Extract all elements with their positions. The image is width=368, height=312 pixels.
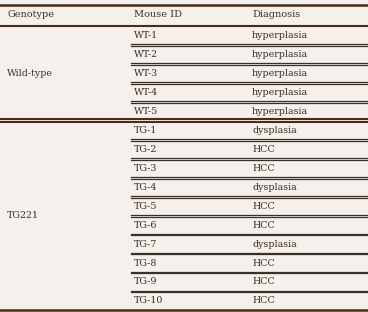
Text: WT-5: WT-5 xyxy=(134,107,159,116)
Text: HCC: HCC xyxy=(252,259,275,267)
Text: Genotype: Genotype xyxy=(7,10,54,19)
Text: TG-5: TG-5 xyxy=(134,202,158,211)
Text: hyperplasia: hyperplasia xyxy=(252,69,308,78)
Text: hyperplasia: hyperplasia xyxy=(252,88,308,97)
Text: HCC: HCC xyxy=(252,221,275,230)
Text: TG-8: TG-8 xyxy=(134,259,158,267)
Text: dysplasia: dysplasia xyxy=(252,183,297,192)
Text: hyperplasia: hyperplasia xyxy=(252,107,308,116)
Text: Mouse ID: Mouse ID xyxy=(134,10,182,19)
Text: TG-2: TG-2 xyxy=(134,145,158,154)
Text: TG221: TG221 xyxy=(7,211,39,220)
Text: WT-4: WT-4 xyxy=(134,88,159,97)
Text: hyperplasia: hyperplasia xyxy=(252,50,308,59)
Text: HCC: HCC xyxy=(252,277,275,286)
Text: TG-10: TG-10 xyxy=(134,296,164,305)
Text: HCC: HCC xyxy=(252,202,275,211)
Text: WT-3: WT-3 xyxy=(134,69,159,78)
Text: TG-1: TG-1 xyxy=(134,126,158,135)
Text: Diagnosis: Diagnosis xyxy=(252,10,300,19)
Text: TG-4: TG-4 xyxy=(134,183,158,192)
Text: dysplasia: dysplasia xyxy=(252,240,297,249)
Text: dysplasia: dysplasia xyxy=(252,126,297,135)
Text: HCC: HCC xyxy=(252,164,275,173)
Text: HCC: HCC xyxy=(252,145,275,154)
Text: TG-6: TG-6 xyxy=(134,221,158,230)
Text: HCC: HCC xyxy=(252,296,275,305)
Text: TG-7: TG-7 xyxy=(134,240,158,249)
Text: WT-1: WT-1 xyxy=(134,31,159,40)
Text: TG-3: TG-3 xyxy=(134,164,158,173)
Text: TG-9: TG-9 xyxy=(134,277,158,286)
Text: hyperplasia: hyperplasia xyxy=(252,31,308,40)
Text: Wild-type: Wild-type xyxy=(7,69,53,78)
Text: WT-2: WT-2 xyxy=(134,50,159,59)
